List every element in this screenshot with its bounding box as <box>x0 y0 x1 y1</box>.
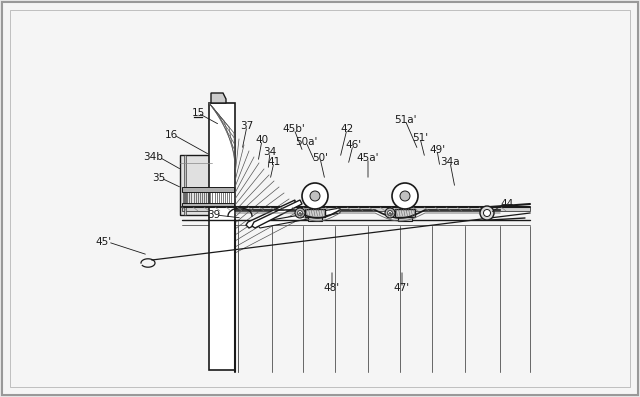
Text: 47': 47' <box>394 283 410 293</box>
Bar <box>184 155 186 215</box>
Bar <box>398 217 412 221</box>
Circle shape <box>483 210 490 216</box>
Circle shape <box>385 208 395 218</box>
Bar <box>182 187 234 192</box>
Text: 49': 49' <box>429 145 445 155</box>
Text: 35: 35 <box>152 173 165 183</box>
Text: 15: 15 <box>191 108 205 118</box>
Bar <box>180 155 212 215</box>
Text: 41: 41 <box>268 157 280 167</box>
Text: 42: 42 <box>340 124 354 134</box>
Text: 34: 34 <box>264 147 276 157</box>
Text: 48': 48' <box>324 283 340 293</box>
Text: 46': 46' <box>345 140 361 150</box>
Circle shape <box>310 191 320 201</box>
Text: 34b: 34b <box>143 152 163 162</box>
Text: 16: 16 <box>164 130 178 140</box>
Circle shape <box>400 191 410 201</box>
Bar <box>182 203 234 206</box>
Text: 39: 39 <box>207 210 220 220</box>
Bar <box>209 103 235 370</box>
Polygon shape <box>211 93 226 103</box>
Text: 34a: 34a <box>440 157 460 167</box>
Text: 45b': 45b' <box>283 124 305 134</box>
Circle shape <box>295 208 305 218</box>
Text: 44: 44 <box>500 199 513 209</box>
Circle shape <box>392 183 418 209</box>
Text: 51': 51' <box>412 133 428 143</box>
Text: 40: 40 <box>255 135 269 145</box>
Circle shape <box>302 183 328 209</box>
Bar <box>308 217 322 221</box>
Polygon shape <box>258 208 340 228</box>
Text: 50a': 50a' <box>295 137 317 147</box>
Circle shape <box>298 210 303 216</box>
Circle shape <box>480 206 494 220</box>
Polygon shape <box>246 200 295 228</box>
Text: 37: 37 <box>241 121 253 131</box>
Text: 45a': 45a' <box>356 153 380 163</box>
Bar <box>182 207 530 211</box>
Text: 50': 50' <box>312 153 328 163</box>
Circle shape <box>387 210 392 216</box>
Text: 45': 45' <box>96 237 112 247</box>
Bar <box>395 209 415 217</box>
Polygon shape <box>252 200 302 228</box>
Text: 51a': 51a' <box>394 115 416 125</box>
Bar <box>305 209 325 217</box>
